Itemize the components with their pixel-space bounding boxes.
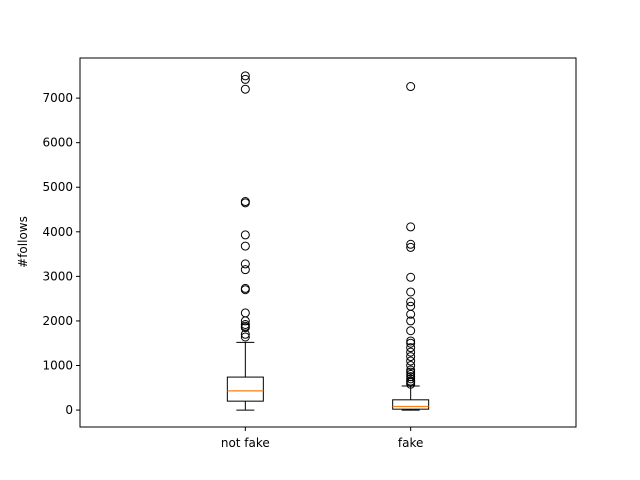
y-tick-label: 0 bbox=[65, 403, 73, 417]
outlier-point bbox=[240, 320, 250, 329]
outlier-point bbox=[240, 84, 250, 94]
outlier-point bbox=[406, 336, 416, 346]
outlier-point bbox=[240, 230, 250, 240]
outlier-point bbox=[406, 272, 416, 282]
y-tick-label: 1000 bbox=[42, 359, 73, 373]
outlier-point bbox=[406, 316, 416, 326]
outlier-point bbox=[406, 367, 416, 377]
outlier-point bbox=[406, 326, 416, 336]
outlier-point bbox=[406, 239, 416, 249]
outlier-point bbox=[406, 287, 416, 297]
outlier-point bbox=[240, 259, 250, 269]
outlier-point bbox=[240, 241, 250, 251]
outlier-point bbox=[406, 374, 416, 384]
outlier-point bbox=[406, 372, 416, 382]
outlier-point bbox=[406, 242, 416, 252]
iqr-box bbox=[392, 399, 430, 410]
outlier-point bbox=[240, 71, 250, 81]
outlier-point bbox=[406, 338, 416, 348]
outlier-point bbox=[240, 283, 250, 293]
iqr-box bbox=[226, 376, 264, 402]
y-tick-label: 6000 bbox=[42, 136, 73, 150]
x-tick-label: fake bbox=[398, 436, 423, 450]
outlier-point bbox=[406, 347, 416, 357]
outlier-point bbox=[406, 352, 416, 362]
outlier-point bbox=[406, 297, 416, 307]
outlier-point bbox=[406, 361, 416, 370]
plot-frame bbox=[79, 57, 577, 428]
outlier-point bbox=[406, 365, 416, 375]
outlier-point bbox=[240, 332, 250, 342]
y-axis: 0 1000 2000 3000 4000 5000 6000 7000 bbox=[42, 91, 80, 417]
outlier-point bbox=[240, 265, 250, 275]
boxplot-fake bbox=[392, 82, 430, 411]
y-axis-title: #follows bbox=[16, 216, 30, 268]
outlier-point bbox=[406, 301, 416, 311]
y-tick-label: 7000 bbox=[42, 91, 73, 105]
outlier-point bbox=[240, 308, 250, 318]
outlier-point bbox=[406, 222, 416, 232]
outlier-point bbox=[406, 82, 416, 92]
outlier-point bbox=[240, 74, 250, 84]
outlier-point bbox=[240, 197, 250, 206]
x-axis: not fake fake bbox=[221, 427, 423, 450]
outlier-point bbox=[406, 376, 416, 386]
boxplot-not-fake bbox=[226, 71, 264, 411]
y-tick-label: 5000 bbox=[42, 180, 73, 194]
outlier-point bbox=[406, 343, 416, 353]
y-tick-label: 4000 bbox=[42, 225, 73, 239]
outlier-point bbox=[406, 369, 416, 379]
outlier-point bbox=[406, 356, 416, 366]
y-tick-label: 3000 bbox=[42, 269, 73, 283]
x-tick-label: not fake bbox=[221, 436, 270, 450]
plot-marks bbox=[226, 71, 430, 411]
y-tick-label: 2000 bbox=[42, 314, 73, 328]
